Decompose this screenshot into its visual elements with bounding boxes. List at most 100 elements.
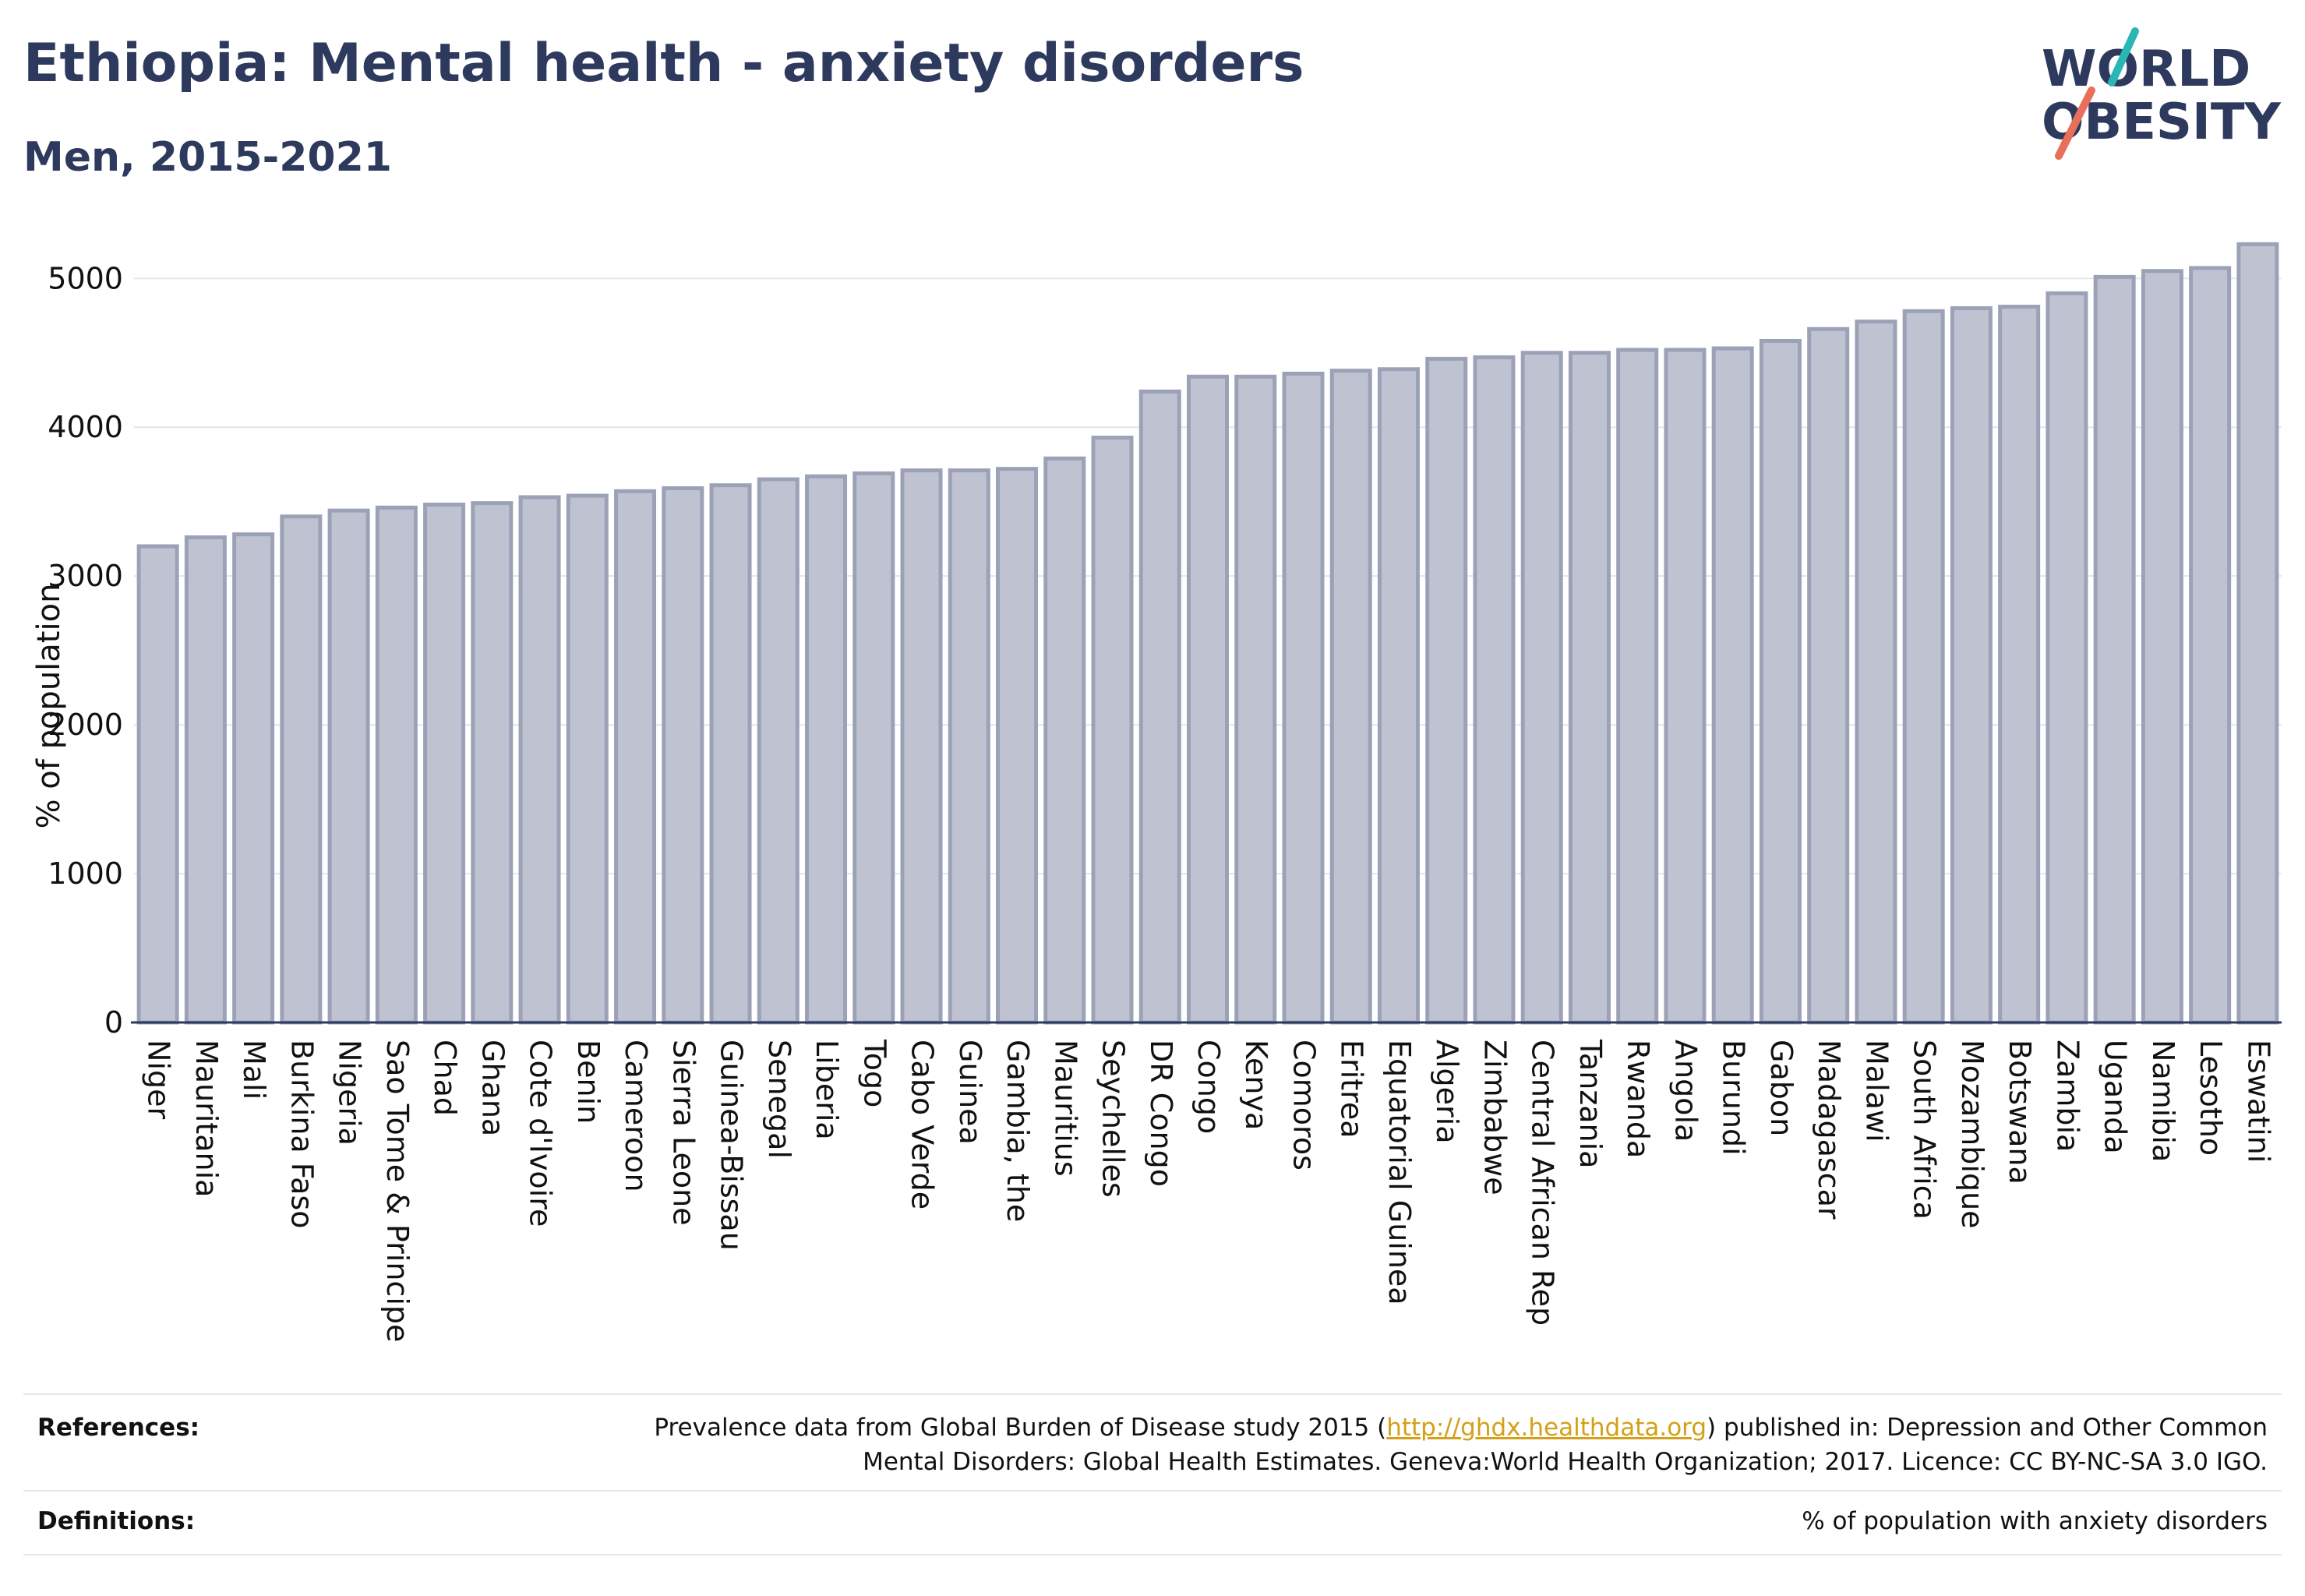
x-category-label: Niger <box>142 1040 176 1119</box>
x-category-label: Rwanda <box>1621 1040 1655 1158</box>
bar-dr-congo <box>1138 389 1181 1025</box>
x-category-label: Cote d'Ivoire <box>524 1040 558 1227</box>
bar-ghana <box>471 501 514 1025</box>
bar-guinea-bissau <box>709 483 752 1025</box>
x-category-label: Madagascar <box>1812 1040 1846 1220</box>
bar-benin <box>566 493 609 1025</box>
bar-sao-tome-principe <box>375 505 418 1025</box>
references-label: References: <box>37 1414 200 1442</box>
x-category-label: Mauritania <box>189 1040 224 1197</box>
x-category-label: Eritrea <box>1335 1040 1369 1139</box>
world-obesity-logo: WORLD OBESITY <box>2042 27 2281 160</box>
bar-lesotho <box>2189 266 2232 1025</box>
x-category-labels: Niger Mauritania Mali Burkina Faso Nigeria Sa… <box>142 1039 2276 1342</box>
footer: References: Prevalence data from Global … <box>23 1393 2282 1555</box>
bar-angola <box>1664 348 1707 1025</box>
bar-kenya <box>1234 374 1277 1025</box>
x-category-label: Benin <box>571 1040 605 1124</box>
y-tick-label: 0 <box>104 1005 123 1040</box>
bar-south-africa <box>1902 309 1945 1025</box>
x-category-label: Zambia <box>2050 1040 2084 1152</box>
x-category-label: South Africa <box>1908 1040 1942 1220</box>
x-category-label: Senegal <box>762 1040 796 1159</box>
x-category-label: Togo <box>857 1039 891 1107</box>
bar-burkina-faso <box>280 514 323 1025</box>
bar-eritrea <box>1329 369 1372 1025</box>
bar-mauritania <box>184 535 227 1025</box>
x-category-label: Congo <box>1191 1040 1226 1134</box>
references-line-2: Mental Disorders: Global Health Estimate… <box>863 1448 2268 1476</box>
definitions-label: Definitions: <box>37 1507 196 1535</box>
bar-madagascar <box>1807 327 1850 1025</box>
bar-algeria <box>1425 356 1468 1025</box>
bar-central-african-rep <box>1520 351 1563 1025</box>
x-category-label: Gambia, the <box>1001 1040 1035 1222</box>
x-category-label: Burundi <box>1717 1040 1751 1156</box>
x-category-label: Guinea <box>953 1040 987 1145</box>
x-category-label: Kenya <box>1239 1040 1273 1130</box>
bar-namibia <box>2141 269 2183 1025</box>
bars <box>136 242 2279 1025</box>
x-category-label: Lesotho <box>2194 1040 2228 1156</box>
bar-mauritius <box>1043 456 1086 1025</box>
bar-burundi <box>1711 346 1754 1025</box>
bar-gambia-the <box>996 467 1039 1025</box>
x-category-label: Eswatini <box>2241 1040 2275 1163</box>
bar-senegal <box>757 477 800 1025</box>
bar-togo <box>852 471 895 1025</box>
x-category-label: Namibia <box>2146 1040 2180 1162</box>
bar-guinea <box>948 468 990 1025</box>
y-tick-label: 1000 <box>48 856 123 891</box>
bar-seychelles <box>1091 436 1134 1025</box>
bar-mali <box>232 532 275 1025</box>
bar-equatorial-guinea <box>1377 367 1420 1025</box>
bar-congo <box>1187 374 1229 1025</box>
x-category-label: Gabon <box>1764 1040 1798 1136</box>
references-text-after: ) published in: Depression and Other Com… <box>1707 1414 2268 1442</box>
definitions-text: % of population with anxiety disorders <box>1802 1507 2268 1535</box>
bar-botswana <box>1998 305 2041 1025</box>
bar-uganda <box>2093 274 2136 1025</box>
references-text-before: Prevalence data from Global Burden of Di… <box>654 1414 1387 1442</box>
bar-nigeria <box>327 508 370 1025</box>
x-category-label: Equatorial Guinea <box>1382 1040 1417 1305</box>
x-category-label: Algeria <box>1430 1040 1464 1144</box>
bar-tanzania <box>1568 351 1611 1025</box>
x-category-label: Zimbabwe <box>1477 1040 1512 1195</box>
bar-rwanda <box>1616 348 1659 1025</box>
bar-eswatini <box>2236 242 2279 1025</box>
bar-zimbabwe <box>1473 355 1516 1025</box>
bar-chad <box>423 503 466 1025</box>
x-category-label: Mauritius <box>1048 1040 1082 1177</box>
x-category-label: Liberia <box>810 1040 844 1140</box>
definitions-row: Definitions: % of population with anxiet… <box>23 1490 2282 1555</box>
y-tick-labels: 0 1000 2000 3000 4000 5000 <box>48 261 123 1040</box>
bar-niger <box>136 544 179 1025</box>
x-category-label: Chad <box>428 1040 462 1116</box>
y-tick-label: 3000 <box>48 559 123 593</box>
x-category-label: Burkina Faso <box>284 1040 319 1229</box>
bar-cote-d-ivoire <box>518 495 561 1025</box>
x-category-label: Malawi <box>1859 1040 1894 1142</box>
x-category-label: Nigeria <box>333 1040 367 1146</box>
references-link[interactable]: http://ghdx.healthdata.org <box>1386 1414 1707 1442</box>
y-tick-label: 4000 <box>48 410 123 444</box>
x-category-label: Mozambique <box>1955 1040 1989 1229</box>
x-category-label: Guinea-Bissau <box>715 1040 749 1251</box>
chart-subtitle: Men, 2015-2021 <box>23 134 392 181</box>
references-row: References: Prevalence data from Global … <box>23 1393 2282 1490</box>
bar-malawi <box>1855 320 1897 1025</box>
chart-title: Ethiopia: Mental health - anxiety disord… <box>23 33 1304 94</box>
logo-line-world: WORLD <box>2042 41 2250 98</box>
bar-comoros <box>1282 371 1325 1025</box>
y-axis-label: % of population <box>31 584 67 829</box>
bar-chart: 0 1000 2000 3000 4000 5000 Niger Mauritania Mal… <box>31 242 2282 1342</box>
x-category-label: DR Congo <box>1144 1040 1178 1187</box>
logo-accent-teal <box>2108 27 2139 87</box>
bar-zambia <box>2046 291 2088 1025</box>
y-tick-label: 2000 <box>48 708 123 742</box>
x-category-label: Uganda <box>2099 1040 2133 1154</box>
x-category-label: Sao Tome & Principe <box>380 1040 415 1342</box>
y-tick-label: 5000 <box>48 261 123 295</box>
x-category-label: Seychelles <box>1096 1040 1131 1198</box>
